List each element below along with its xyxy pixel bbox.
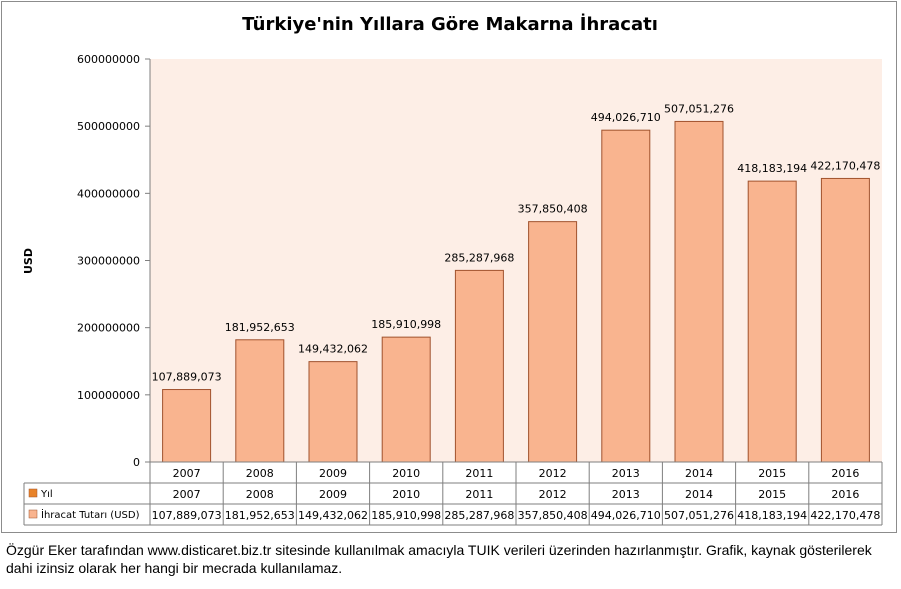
y-tick-label: 600000000 [77,53,140,66]
footer-note: Özgür Eker tarafından www.disticaret.biz… [6,542,872,576]
legend-key [28,509,38,519]
y-axis-title: USD [22,248,35,274]
legend-key [28,488,38,498]
table-cell: 357,850,408 [518,509,588,522]
table-cell: 185,910,998 [371,509,441,522]
x-tick-label: 2013 [612,467,640,480]
table-cell: 2014 [685,488,713,501]
table-cell: 2015 [758,488,786,501]
bar [747,180,797,463]
y-tick-label: 0 [133,456,140,469]
y-tick-label: 500000000 [77,120,140,133]
table-cell: 2010 [392,488,420,501]
bar [601,129,651,463]
data-label: 285,287,968 [444,251,514,264]
chart-title: Türkiye'nin Yıllara Göre Makarna İhracat… [242,14,658,35]
table-cell: 285,287,968 [444,509,514,522]
table-cell: 181,952,653 [225,509,295,522]
x-tick-label: 2014 [685,467,713,480]
bar [308,361,358,463]
bar [528,221,578,463]
y-tick-label: 400000000 [77,187,140,200]
data-label: 507,051,276 [664,102,734,115]
x-tick-label: 2008 [246,467,274,480]
y-tick-label: 100000000 [77,389,140,402]
data-label: 185,910,998 [371,318,441,331]
table-cell: 422,170,478 [810,509,880,522]
data-label: 494,026,710 [591,111,661,124]
table-cell: 2016 [831,488,859,501]
x-tick-label: 2009 [319,467,347,480]
data-label: 149,432,062 [298,343,368,356]
table-cell: 418,183,194 [737,509,807,522]
table-cell: 507,051,276 [664,509,734,522]
table-cell: 2013 [612,488,640,501]
table-cell: 2007 [173,488,201,501]
bar [674,120,724,463]
table-cell: 107,889,073 [152,509,222,522]
table-cell: 2012 [539,488,567,501]
y-tick-label: 300000000 [77,255,140,268]
x-tick-label: 2011 [465,467,493,480]
x-tick-label: 2007 [173,467,201,480]
bar [235,339,285,463]
x-tick-label: 2016 [831,467,859,480]
legend-label: İhracat Tutarı (USD) [41,508,140,521]
x-tick-label: 2012 [539,467,567,480]
table-cell: 149,432,062 [298,509,368,522]
bar [820,177,870,463]
chart-svg: 0 100000000 200000000 300000000 400000000 500… [22,53,883,526]
data-label: 357,850,408 [518,203,588,216]
table-cell: 2008 [246,488,274,501]
chart-frame: Türkiye'nin Yıllara Göre Makarna İhracat… [1,1,897,533]
data-label: 422,170,478 [810,159,880,172]
data-label: 107,889,073 [152,371,222,384]
bar [381,336,431,463]
y-tick-label: 200000000 [77,322,140,335]
x-tick-label: 2015 [758,467,786,480]
bar [162,389,212,463]
bar [454,269,504,463]
legend-label: Yıl [40,489,53,500]
data-label: 418,183,194 [737,162,807,175]
data-label: 181,952,653 [225,321,295,334]
table-cell: 494,026,710 [591,509,661,522]
x-tick-label: 2010 [392,467,420,480]
table-cell: 2009 [319,488,347,501]
table-cell: 2011 [465,488,493,501]
